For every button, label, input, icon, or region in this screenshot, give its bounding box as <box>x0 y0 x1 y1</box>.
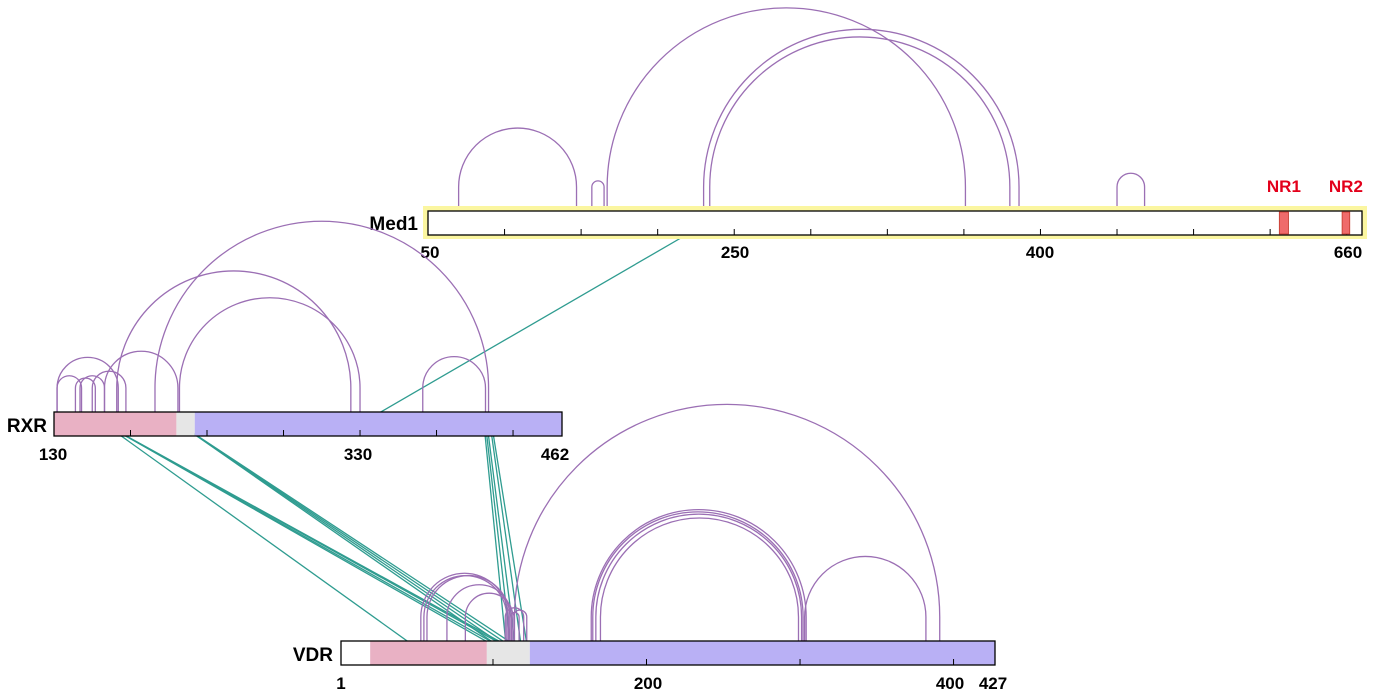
rxr-crosslink-arc <box>103 350 179 412</box>
rxr-crosslink-arc <box>116 270 352 412</box>
med1-crosslink-arcs <box>457 7 1146 211</box>
rxr-crosslink-arcs <box>56 220 490 412</box>
rxr-domain-hinge <box>176 412 195 436</box>
interprotein-crosslinks <box>104 222 707 654</box>
med1-motif-label-nr1: NR1 <box>1267 177 1301 196</box>
med1-tick-label-start: 50 <box>421 243 440 262</box>
vdr-tick-label-start: 1 <box>336 674 345 691</box>
interlink-rxr-vdr <box>104 423 425 654</box>
rxr-crosslink-arc <box>154 220 490 412</box>
vdr-domain-dbd <box>370 641 487 665</box>
vdr-crosslink-arc <box>512 609 528 641</box>
vdr-crosslink-arc <box>513 404 941 641</box>
interlink-rxr-vdr <box>489 423 523 654</box>
med1-crosslink-arc <box>606 7 967 211</box>
interlink-rxr-vdr <box>179 423 528 654</box>
rxr-domain-lbd <box>194 412 562 436</box>
interlink-rxr-vdr <box>484 423 513 654</box>
med1-crosslink-arc <box>709 36 1011 211</box>
rxr-bar <box>53 411 563 437</box>
med1-tick-label-400: 400 <box>1026 243 1054 262</box>
vdr-crosslink-arc <box>464 592 514 641</box>
rxr-track: RXR 130 330 462 <box>7 220 569 464</box>
vdr-crosslink-arc <box>446 584 513 641</box>
med1-tick-label-250: 250 <box>721 243 749 262</box>
vdr-crosslink-arcs <box>420 404 941 641</box>
rxr-crosslink-arc <box>178 297 361 412</box>
med1-motif-label-nr2: NR2 <box>1329 177 1363 196</box>
med1-bar <box>427 210 1363 236</box>
rxr-domain-dbd <box>54 412 177 436</box>
med1-tick-label-end: 660 <box>1334 243 1362 262</box>
vdr-crosslink-arc <box>420 572 509 641</box>
vdr-tick-label-200: 200 <box>634 674 662 691</box>
rxr-tick-label-330: 330 <box>344 445 372 464</box>
vdr-tick-label-end: 427 <box>979 674 1007 691</box>
interlink-rxr-vdr <box>104 423 521 654</box>
med1-ticks <box>427 229 1348 235</box>
vdr-crosslink-arc <box>426 575 511 641</box>
vdr-tick-label-400: 400 <box>936 674 964 691</box>
rxr-tick-label-start: 130 <box>39 445 67 464</box>
rxr-label: RXR <box>7 416 47 437</box>
med1-crosslink-arc <box>591 180 605 211</box>
med1-motif-nr1 <box>1278 211 1289 235</box>
interlink-rxr-vdr <box>483 423 508 654</box>
med1-motif-nr2 <box>1341 211 1351 235</box>
med1-crosslink-arc <box>1116 172 1146 211</box>
vdr-bar <box>340 640 996 666</box>
interlink-rxr-vdr <box>490 423 529 654</box>
vdr-ticks <box>492 659 955 665</box>
interlink-rxr-med1 <box>359 222 707 425</box>
vdr-crosslink-arc <box>592 511 804 641</box>
med1-track: NR1 NR2 Med1 50 250 400 660 <box>369 7 1367 262</box>
med1-crosslink-arc <box>702 29 1020 211</box>
vdr-crosslink-arc <box>803 555 927 641</box>
vdr-crosslink-arc <box>599 517 800 641</box>
rxr-crosslink-arc <box>422 355 487 412</box>
rxr-crosslink-arc <box>56 356 119 412</box>
med1-crosslink-arc <box>457 127 578 211</box>
rxr-tick-label-end: 462 <box>541 445 569 464</box>
rxr-ticks <box>53 430 514 436</box>
vdr-domain-hinge <box>486 641 530 665</box>
vdr-domains <box>370 641 995 665</box>
vdr-domain-lbd <box>529 641 995 665</box>
med1-motifs: NR1 NR2 <box>1267 177 1363 235</box>
vdr-crosslink-arc <box>590 508 807 641</box>
vdr-label: VDR <box>293 645 333 666</box>
vdr-track: VDR 1 200 400 427 <box>293 404 1007 691</box>
vdr-crosslink-arc <box>595 513 803 641</box>
rxr-domains <box>54 412 562 436</box>
med1-label: Med1 <box>369 214 418 235</box>
